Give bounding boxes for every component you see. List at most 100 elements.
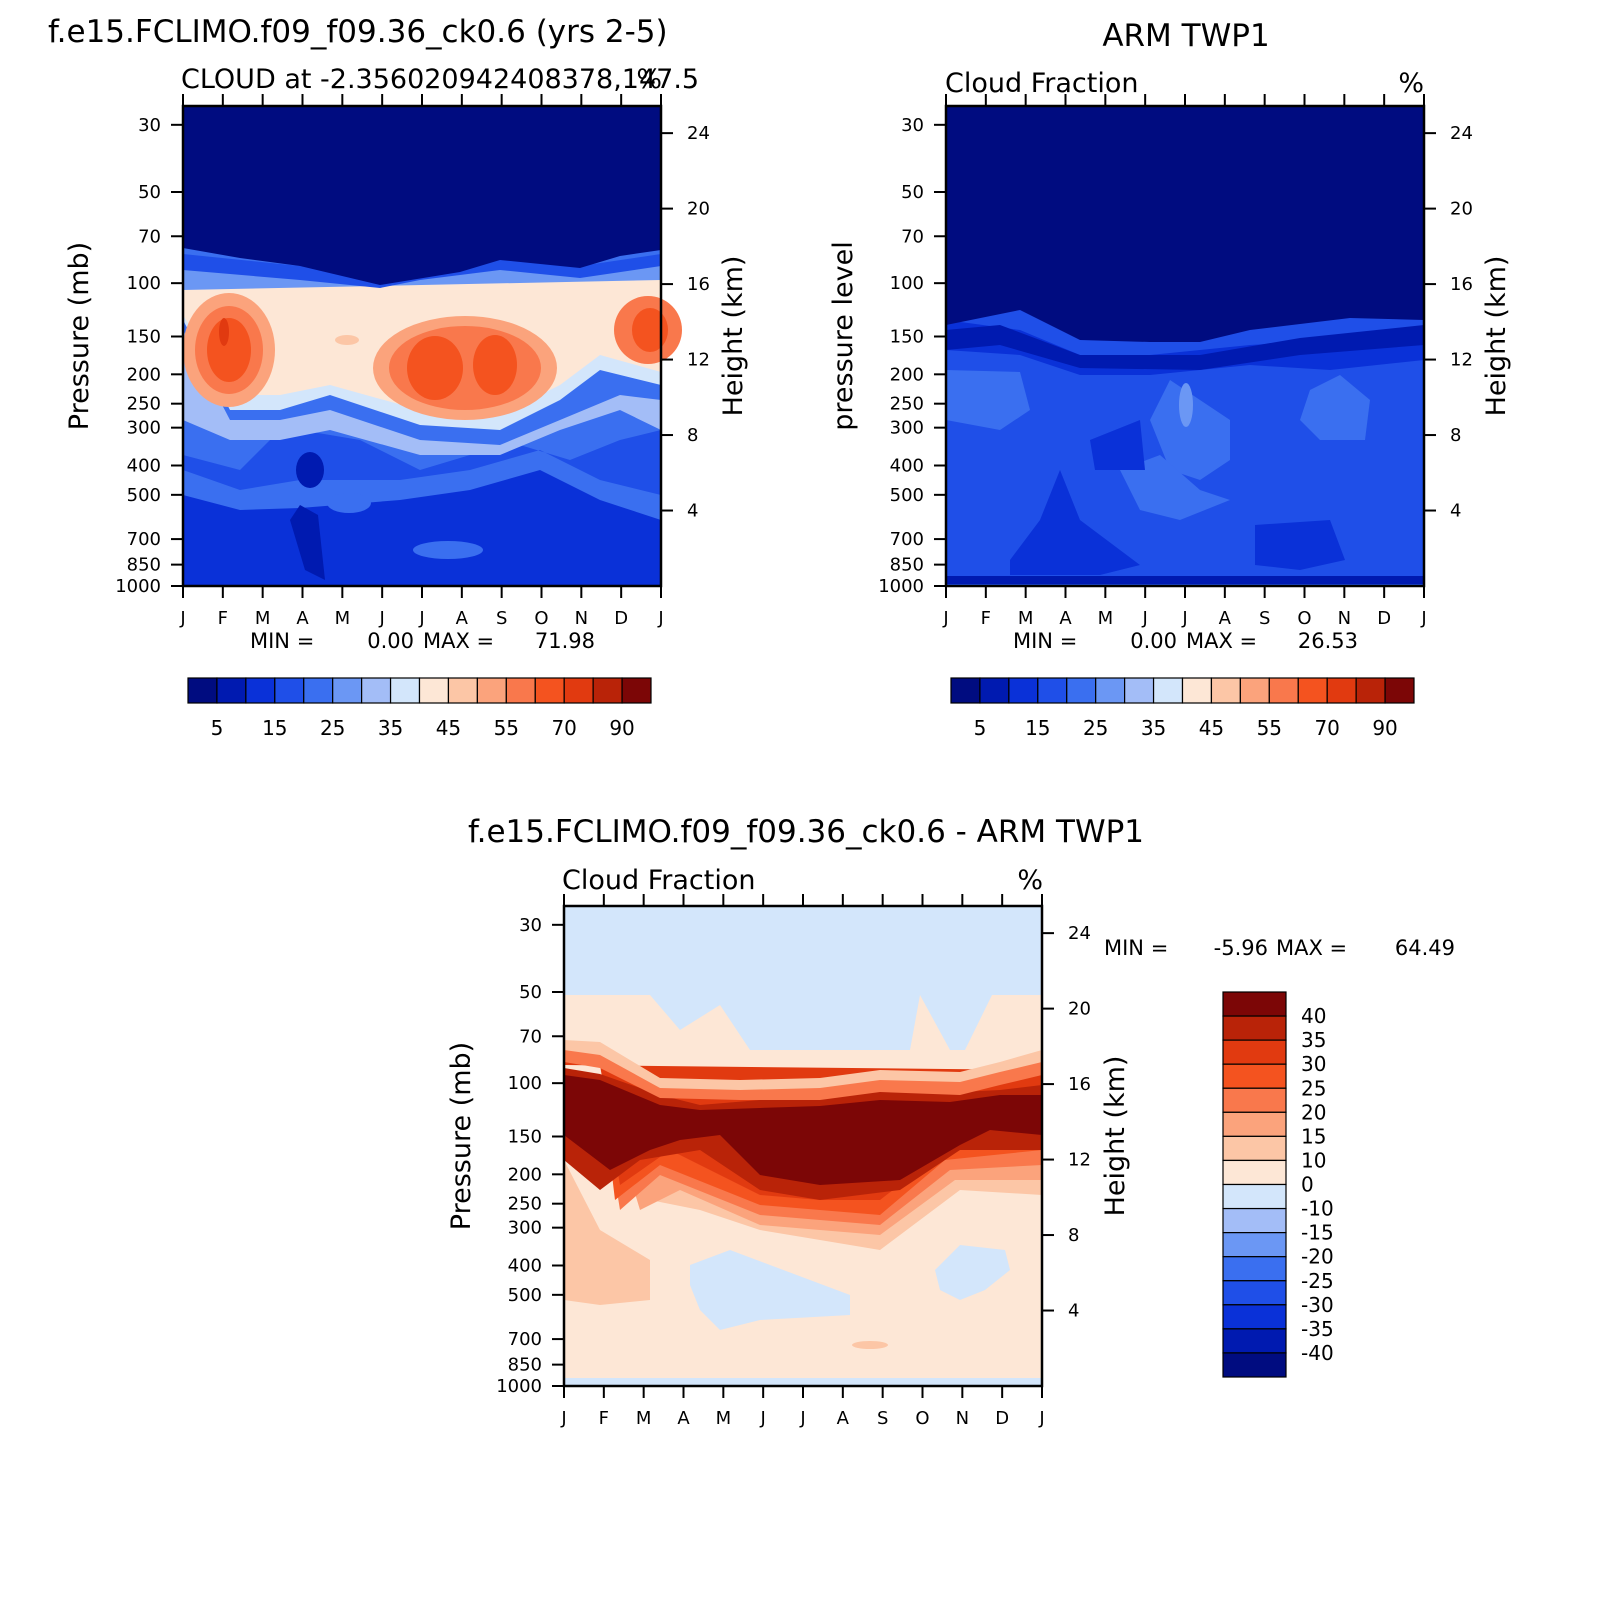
model-apr-upper-deep [296, 452, 324, 488]
panel-diff-ptick-label: 700 [508, 1329, 542, 1350]
panel-model-field [183, 106, 682, 586]
panel-model-ptick-label: 70 [138, 226, 161, 247]
panel-obs-htick-label: 4 [1450, 501, 1461, 522]
panel-model-ptick-label: 300 [127, 418, 161, 439]
panel-diff-colorbar-label: -20 [1301, 1245, 1334, 1269]
panel-diff-xtick-label: O [915, 1408, 929, 1429]
panel-obs-colorbar-label: 25 [1083, 716, 1108, 740]
panel-diff-max-value: 64.49 [1395, 936, 1455, 960]
panel-model-colorbar-box [187, 677, 218, 704]
panel-diff-colorbar-label: -15 [1301, 1221, 1334, 1245]
panel-model-colorbar-box [563, 677, 594, 704]
panel-obs-htick-label: 16 [1450, 274, 1473, 295]
panel-obs-colorbar-box [1268, 677, 1299, 704]
panel-obs-max-value: 26.53 [1298, 629, 1358, 653]
diff-mid-positive [564, 1160, 650, 1305]
panel-obs-colorbar-label: 90 [1372, 716, 1397, 740]
panel-diff-y2label: Height (km) [1100, 1056, 1131, 1217]
panel-diff-ptick-label: 300 [508, 1218, 542, 1239]
diff-surface-negative [564, 1378, 1042, 1386]
panel-diff-colorbar-label: 30 [1301, 1052, 1326, 1076]
panel-diff-ptick-label: 200 [508, 1164, 542, 1185]
panel-obs-min-label: MIN = [1013, 629, 1077, 653]
model-max-may-small [335, 335, 359, 345]
panel-diff-colorbar-label: -40 [1301, 1341, 1334, 1365]
panel-model-ptick-label: 30 [138, 115, 161, 136]
panel-obs-colorbar-label: 45 [1199, 716, 1224, 740]
panel-diff-colorbar-box [1222, 1328, 1287, 1354]
panel-obs-title: ARM TWP1 [1102, 18, 1269, 54]
panel-diff-ptick-label: 850 [508, 1355, 542, 1376]
panel-model-colorbar-label: 25 [320, 716, 345, 740]
panel-model-ptick-label: 150 [127, 326, 161, 347]
obs-band-upper-light-3 [1300, 375, 1370, 440]
panel-obs-colorbar-box [1037, 677, 1068, 704]
panel-obs-ptick-label: 250 [890, 394, 924, 415]
panel-obs-xtick-label: A [1219, 608, 1232, 629]
panel-diff-xtick-label: J [760, 1408, 766, 1429]
panel-diff-colorbar-label: 15 [1301, 1124, 1326, 1148]
panel-diff-htick-label: 16 [1068, 1074, 1091, 1095]
panel-diff-colorbar-label: 40 [1301, 1004, 1326, 1028]
panel-diff-colorbar-box [1222, 1159, 1287, 1186]
panel-model-title: f.e15.FCLIMO.f09_f09.36_ck0.6 (yrs 2-5) [48, 14, 668, 50]
panel-obs-xtick-label: O [1297, 608, 1311, 629]
panel-model-ptick-label: 400 [127, 455, 161, 476]
panel-obs-xtick-label: J [1142, 608, 1148, 629]
panel-obs-colorbar-label: 15 [1025, 716, 1050, 740]
panel-model-colorbar-label: 5 [211, 716, 224, 740]
panel-obs-ptick-label: 300 [890, 418, 924, 439]
panel-model-ptick-label: 850 [127, 555, 161, 576]
obs-low-dark-oct [1255, 520, 1345, 570]
panel-diff-xtick-label: A [677, 1408, 690, 1429]
panel-diff-colorbar-box [1222, 1304, 1287, 1330]
panel-model-xtick-label: S [496, 608, 507, 629]
panel-model-htick-label: 8 [687, 425, 698, 446]
panel-model-colorbar-label: 35 [378, 716, 403, 740]
model-band-upper-light [183, 330, 661, 455]
panel-obs-ptick-label: 50 [901, 182, 924, 203]
panel-diff: f.e15.FCLIMO.f09_f09.36_ck0.6 - ARM TWP1… [468, 814, 1144, 1386]
panel-obs-ptick-label: 500 [890, 485, 924, 506]
panel-obs-htick-label: 20 [1450, 199, 1473, 220]
panel-model-units: % [636, 64, 662, 95]
panel-diff-htick-label: 12 [1068, 1150, 1091, 1171]
obs-band-upper-light-2 [1150, 380, 1230, 480]
panel-model-xtick-label: D [614, 608, 628, 629]
panel-diff-title: f.e15.FCLIMO.f09_f09.36_ck0.6 - ARM TWP1 [468, 814, 1144, 850]
obs-mid-dark [1090, 420, 1145, 470]
panel-model-colorbar-box [476, 677, 507, 704]
panel-model-xtick-label: O [534, 608, 548, 629]
panel-obs-xtick-label: J [1420, 608, 1426, 629]
panel-diff-colorbar-box [1222, 1135, 1287, 1162]
obs-surface-band [946, 576, 1424, 584]
obs-band-lower-light [1120, 455, 1230, 520]
panel-diff-htick-label: 24 [1068, 923, 1091, 944]
panel-model-min-value: 0.00 [367, 629, 414, 653]
panel-diff-xtick-label: J [560, 1408, 566, 1429]
panel-model-colorbar-box [361, 677, 392, 704]
panel-diff-xtick-label: F [599, 1408, 609, 1429]
obs-tropopause-blue [946, 325, 1424, 370]
panel-model-ptick-label: 250 [127, 394, 161, 415]
panel-obs-colorbar-label: 35 [1141, 716, 1166, 740]
panel-obs-colorbar-box [979, 677, 1010, 704]
panel-obs-xtick-label: F [981, 608, 991, 629]
panel-diff-colorbar-box [1222, 1063, 1287, 1089]
panel-diff-colorbar-box [1222, 991, 1287, 1017]
panel-obs-field [946, 106, 1424, 586]
panel-model-xtick-label: J [418, 608, 424, 629]
model-max-jul-inner [407, 336, 463, 400]
panel-diff-xtick-label: S [877, 1408, 888, 1429]
panel-obs-ptick-label: 100 [890, 273, 924, 294]
panel-obs-colorbar-box [1297, 677, 1328, 704]
panel-model-y2label: Height (km) [718, 256, 749, 417]
panel-model-min-label: MIN = [250, 629, 314, 653]
panel-obs-colorbar-box [1152, 677, 1184, 704]
panel-model-max-value: 71.98 [535, 629, 595, 653]
panel-obs-xtick-label: M [1018, 608, 1034, 629]
panel-diff-colorbar-label: 10 [1301, 1148, 1326, 1172]
panel-model-colorbar-label: 45 [436, 716, 461, 740]
